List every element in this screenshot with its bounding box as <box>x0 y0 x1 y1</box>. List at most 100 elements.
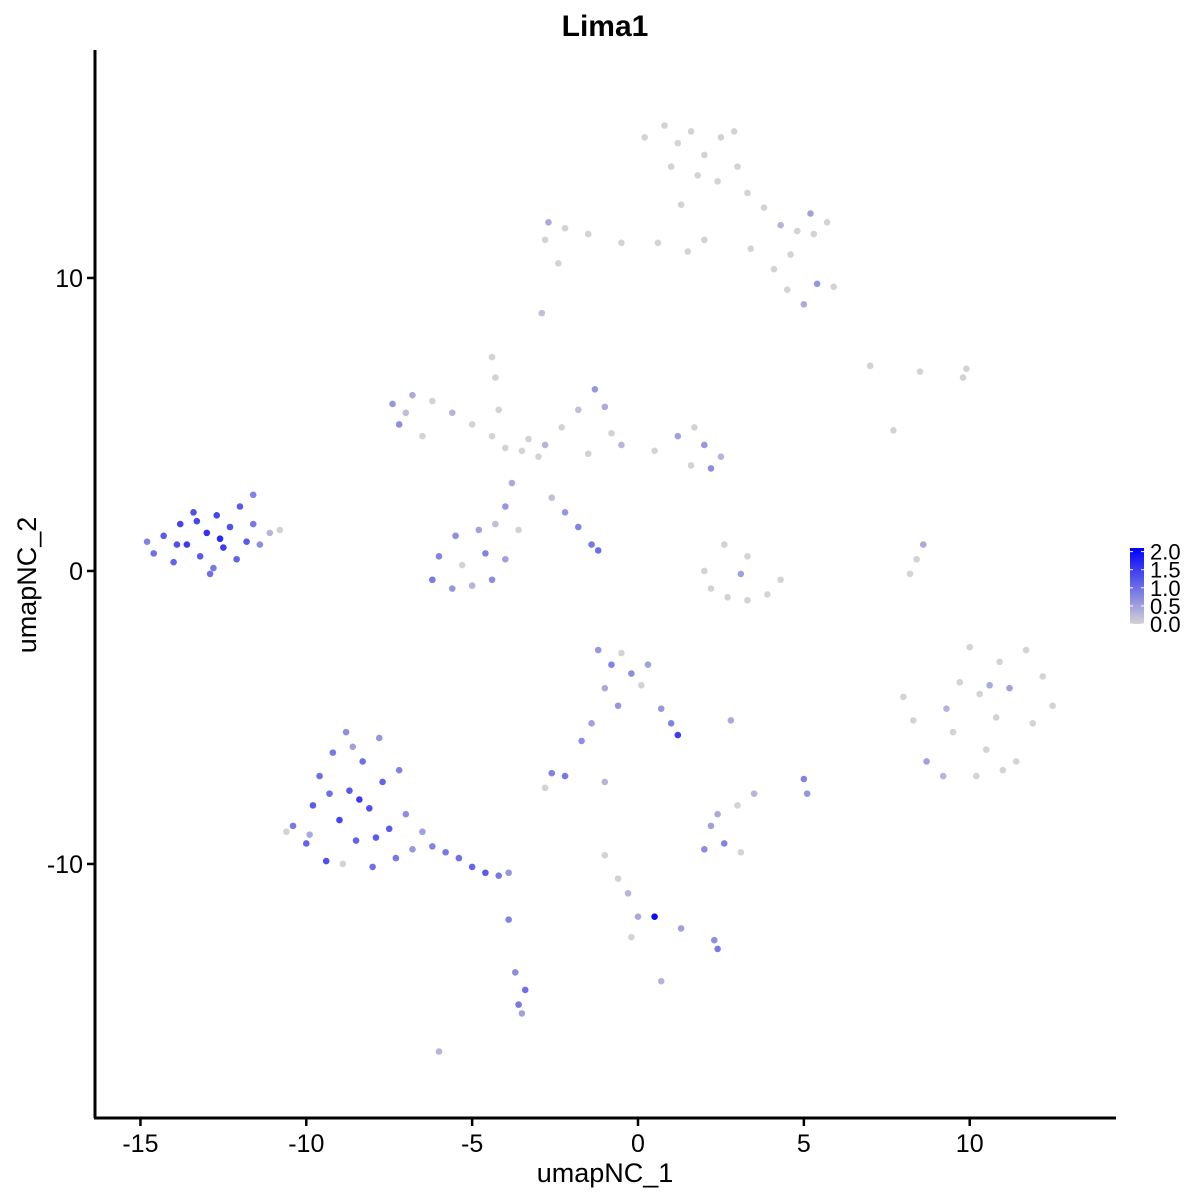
point <box>959 374 967 381</box>
point <box>1022 646 1030 654</box>
point <box>541 784 549 792</box>
point <box>777 576 784 584</box>
point <box>561 772 569 780</box>
point <box>963 365 970 373</box>
point <box>890 427 897 434</box>
point <box>203 529 211 537</box>
point <box>206 570 214 578</box>
point <box>442 848 449 856</box>
point <box>760 204 768 211</box>
point <box>949 728 957 736</box>
point <box>385 825 393 833</box>
point <box>657 705 665 712</box>
point <box>561 224 569 232</box>
point <box>923 758 930 765</box>
point <box>750 790 758 797</box>
point <box>326 790 333 797</box>
point <box>644 661 652 669</box>
point <box>999 766 1007 774</box>
point <box>336 816 343 824</box>
point <box>505 916 512 923</box>
point <box>359 758 366 765</box>
y-tick-label: -10 <box>47 851 83 879</box>
point <box>651 913 658 921</box>
point <box>249 491 257 499</box>
point <box>618 441 625 449</box>
point <box>538 309 546 317</box>
point <box>379 778 386 786</box>
point <box>654 239 662 247</box>
point <box>515 1001 522 1008</box>
point <box>714 810 721 818</box>
point <box>342 728 350 736</box>
point <box>511 969 519 976</box>
point <box>900 693 907 701</box>
point <box>707 465 715 472</box>
point <box>495 872 502 879</box>
point <box>409 391 416 399</box>
point <box>710 936 718 944</box>
point <box>1012 758 1020 765</box>
point <box>777 221 784 229</box>
point <box>541 441 549 449</box>
point <box>395 421 403 428</box>
point <box>624 889 632 897</box>
point <box>608 429 615 437</box>
point <box>727 717 735 724</box>
point <box>667 720 675 727</box>
point <box>608 661 615 669</box>
point <box>628 670 635 677</box>
point <box>628 933 635 941</box>
point <box>488 353 496 361</box>
point <box>525 435 532 443</box>
point <box>183 541 191 548</box>
point <box>707 822 715 830</box>
color-tick-label: 2.0 <box>1150 540 1181 565</box>
point <box>737 848 745 856</box>
point <box>173 541 181 548</box>
point <box>714 945 721 953</box>
point <box>701 236 708 244</box>
point <box>143 538 151 545</box>
point <box>813 280 821 288</box>
point <box>468 863 476 871</box>
point <box>601 684 609 692</box>
x-tick-label: -15 <box>122 1130 158 1158</box>
point <box>584 230 592 238</box>
point <box>226 523 234 531</box>
point <box>910 717 917 724</box>
y-tick-label: 10 <box>55 265 83 293</box>
point <box>561 509 569 516</box>
point <box>395 766 403 774</box>
point <box>657 977 665 985</box>
point <box>588 720 595 727</box>
point <box>787 251 794 258</box>
point <box>541 236 549 244</box>
point <box>468 582 476 589</box>
point <box>943 705 950 712</box>
point <box>213 511 221 519</box>
point <box>982 746 990 753</box>
point <box>578 737 585 745</box>
point <box>402 810 410 818</box>
point <box>515 526 522 534</box>
point <box>614 875 622 882</box>
point <box>518 1010 526 1017</box>
point <box>366 804 373 812</box>
y-tick-label: 0 <box>69 558 83 586</box>
point <box>734 163 741 170</box>
point <box>193 517 201 525</box>
point <box>452 532 459 540</box>
point <box>601 851 609 859</box>
point <box>429 397 436 405</box>
point <box>482 869 489 877</box>
point <box>555 260 562 267</box>
point <box>588 541 595 548</box>
point <box>823 218 831 226</box>
point <box>770 265 778 273</box>
point <box>618 239 625 247</box>
chart-title: Lima1 <box>562 10 649 43</box>
point <box>502 444 509 452</box>
point <box>707 585 715 592</box>
